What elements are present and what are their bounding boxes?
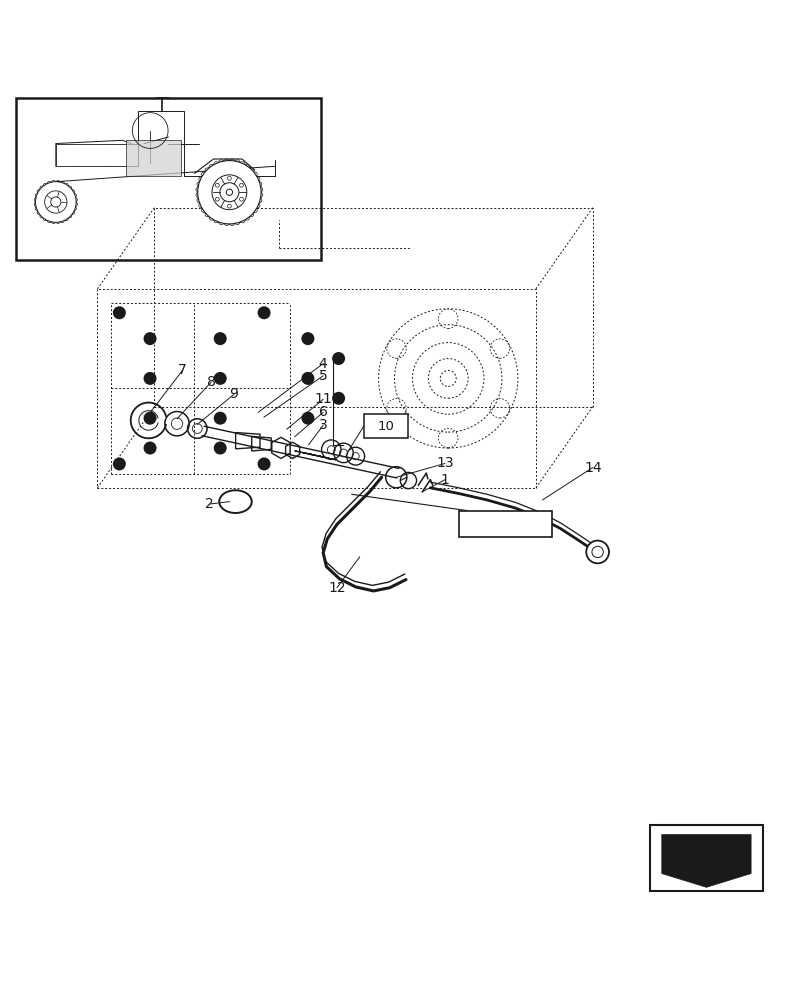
Bar <box>458 511 551 537</box>
Circle shape <box>586 541 608 563</box>
Circle shape <box>257 457 270 470</box>
Text: 14: 14 <box>583 461 601 475</box>
Circle shape <box>144 412 157 425</box>
Text: 11: 11 <box>314 392 332 406</box>
Circle shape <box>213 372 226 385</box>
Text: 9: 9 <box>230 387 238 401</box>
Text: 13: 13 <box>436 456 453 470</box>
Text: 12: 12 <box>328 581 345 595</box>
Text: 6: 6 <box>319 405 327 419</box>
Bar <box>126 140 181 176</box>
Circle shape <box>301 372 314 385</box>
Text: 3: 3 <box>319 418 327 432</box>
Circle shape <box>113 306 126 319</box>
Text: 7: 7 <box>178 363 187 377</box>
Circle shape <box>301 412 314 425</box>
Text: 4: 4 <box>319 357 327 371</box>
Bar <box>56 144 138 166</box>
Text: 10: 10 <box>377 420 394 433</box>
Circle shape <box>144 442 157 455</box>
Polygon shape <box>661 835 750 887</box>
Circle shape <box>213 442 226 455</box>
Text: 1: 1 <box>440 473 448 487</box>
Circle shape <box>213 332 226 345</box>
Bar <box>16 98 320 260</box>
Circle shape <box>144 332 157 345</box>
Circle shape <box>332 352 345 365</box>
Circle shape <box>113 457 126 470</box>
Bar <box>649 825 762 891</box>
Text: 5: 5 <box>319 369 327 383</box>
Circle shape <box>301 332 314 345</box>
Circle shape <box>144 372 157 385</box>
Bar <box>363 414 408 438</box>
Circle shape <box>213 412 226 425</box>
Bar <box>19 100 317 259</box>
Circle shape <box>198 161 261 224</box>
Circle shape <box>257 306 270 319</box>
Text: 1.21.0: 1.21.0 <box>482 516 528 531</box>
Text: 8: 8 <box>207 375 215 389</box>
Text: 2: 2 <box>205 497 213 511</box>
Circle shape <box>36 182 76 222</box>
Circle shape <box>332 392 345 405</box>
